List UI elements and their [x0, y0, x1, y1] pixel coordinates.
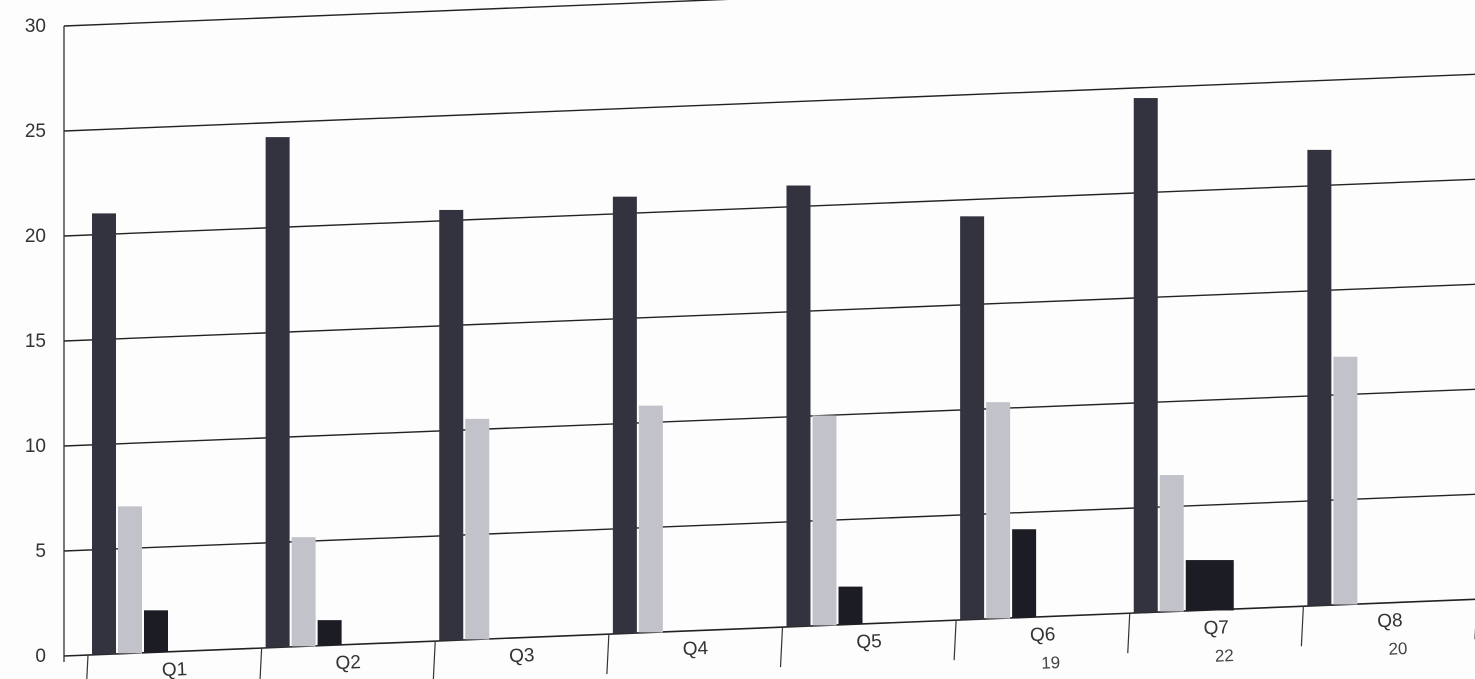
bar-q7-s3 — [1185, 560, 1234, 611]
table-cell-divider — [259, 648, 263, 679]
table-cell-divider — [779, 627, 784, 668]
bar-q8-s1 — [1307, 149, 1332, 606]
bar-q5-s3 — [838, 586, 863, 625]
table-value-q6: 19 — [1041, 653, 1061, 673]
bar-q3-s1 — [439, 209, 464, 641]
bar-q2-s1 — [265, 137, 290, 648]
labels: 0 5 10 15 20 25 30 Q1 Q2 Q3 Q4 Q5 Q6 19 Q7 22 Q8 20 — [25, 16, 1408, 679]
bar-q1-s2 — [118, 506, 142, 654]
category-label-q4: Q4 — [682, 638, 709, 660]
category-label-q3: Q3 — [509, 645, 535, 667]
category-label-q1: Q1 — [162, 659, 188, 679]
gridline-30 — [63, 0, 729, 27]
bar-q5-s2 — [812, 415, 837, 626]
bar-q4-s2 — [638, 405, 663, 633]
table-cell-divider — [432, 641, 436, 679]
bar-q7-s2 — [1159, 475, 1184, 612]
table-cell-divider — [86, 655, 89, 679]
bar-q3-s2 — [465, 418, 490, 640]
bar-q8-s2 — [1333, 356, 1358, 605]
bars — [92, 98, 1358, 655]
bar-q1-s3 — [144, 610, 168, 653]
category-label-q8: Q8 — [1377, 610, 1403, 632]
gridline-10 — [63, 388, 1475, 447]
y-tick-label: 25 — [25, 121, 46, 142]
y-tick-label: 30 — [25, 16, 46, 37]
category-label-q5: Q5 — [856, 631, 882, 653]
y-tick-label: 5 — [35, 541, 46, 562]
table-value-q8: 20 — [1388, 639, 1408, 659]
bar-q6-s3 — [1012, 529, 1037, 618]
gridline-0 — [63, 598, 1475, 657]
table-cell-divider — [953, 620, 957, 661]
gridline-20 — [63, 178, 1475, 237]
gridline-15 — [63, 283, 1475, 342]
table-cell-divider — [1127, 613, 1131, 654]
table-value-q7: 22 — [1215, 646, 1235, 666]
category-label-q7: Q7 — [1203, 617, 1229, 639]
bar-q1-s1 — [92, 213, 116, 655]
bar-q5-s1 — [786, 185, 811, 627]
bar-q7-s1 — [1133, 98, 1158, 613]
gridline-25 — [63, 73, 1475, 132]
table-cell-divider — [606, 634, 610, 675]
bar-q4-s1 — [612, 196, 637, 634]
category-label-q2: Q2 — [335, 652, 361, 674]
bar-q6-s2 — [986, 402, 1011, 619]
y-tick-label: 20 — [25, 226, 46, 247]
bar-q6-s1 — [960, 216, 985, 620]
y-tick-label: 10 — [25, 436, 46, 457]
y-tick-label: 15 — [25, 331, 46, 352]
axes — [63, 26, 1475, 679]
bar-q2-s2 — [291, 537, 316, 647]
y-tick-label: 0 — [35, 646, 46, 667]
category-label-q6: Q6 — [1030, 624, 1056, 646]
bar-q2-s3 — [317, 620, 342, 646]
table-cell-divider — [1300, 606, 1304, 647]
